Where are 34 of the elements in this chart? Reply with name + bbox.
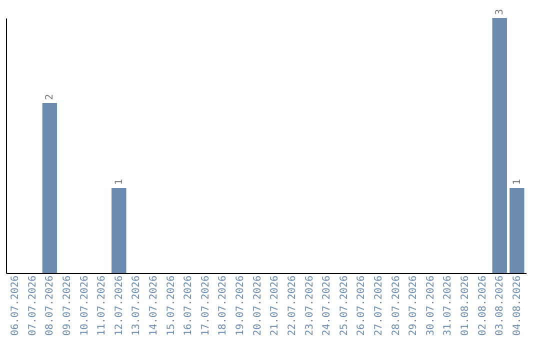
x-tick-label: 19.07.2026 [235, 276, 246, 336]
x-tick-label: 22.07.2026 [286, 276, 298, 336]
x-tick-label: 04.08.2026 [512, 276, 523, 336]
data-label: 3 [494, 8, 506, 15]
x-tick-label: 12.07.2026 [114, 276, 125, 336]
x-tick-label: 07.07.2026 [27, 276, 38, 336]
data-label: 2 [44, 94, 56, 100]
x-tick-label: 31.07.2026 [442, 276, 454, 336]
x-tick-label: 25.07.2026 [338, 276, 350, 336]
x-tick-label: 09.07.2026 [62, 276, 73, 336]
x-tick-label: 24.07.2026 [322, 276, 333, 336]
x-tick-label: 28.07.2026 [390, 276, 402, 336]
x-tick-label: 10.07.2026 [79, 276, 90, 336]
x-tick-label: 18.07.2026 [218, 276, 229, 336]
x-tick-label: 16.07.2026 [183, 276, 194, 336]
x-tick-label: 13.07.2026 [131, 276, 142, 336]
x-tick-label: 08.07.2026 [44, 276, 56, 336]
x-tick-label: 29.07.2026 [408, 276, 420, 336]
x-tick-label: 26.07.2026 [356, 276, 368, 336]
x-tick-label: 17.07.2026 [200, 276, 212, 336]
x-tick-label: 01.08.2026 [460, 276, 471, 336]
x-tick-label: 27.07.2026 [373, 276, 384, 336]
x-tick-label: 30.07.2026 [425, 276, 436, 336]
data-label: 1 [114, 178, 125, 185]
x-tick-label: 14.07.2026 [148, 276, 160, 336]
x-tick-label: 06.07.2026 [10, 276, 22, 336]
data-label: 1 [512, 178, 523, 185]
x-tick-label: 23.07.2026 [304, 276, 316, 336]
x-tick-label: 03.08.2026 [494, 276, 506, 336]
x-tick-label: 20.07.2026 [252, 276, 264, 336]
x-tick-label: 21.07.2026 [270, 276, 281, 336]
x-tick-label: 11.07.2026 [96, 276, 108, 336]
x-tick-label: 15.07.2026 [166, 276, 177, 336]
x-tick-label: 02.08.2026 [477, 276, 488, 336]
